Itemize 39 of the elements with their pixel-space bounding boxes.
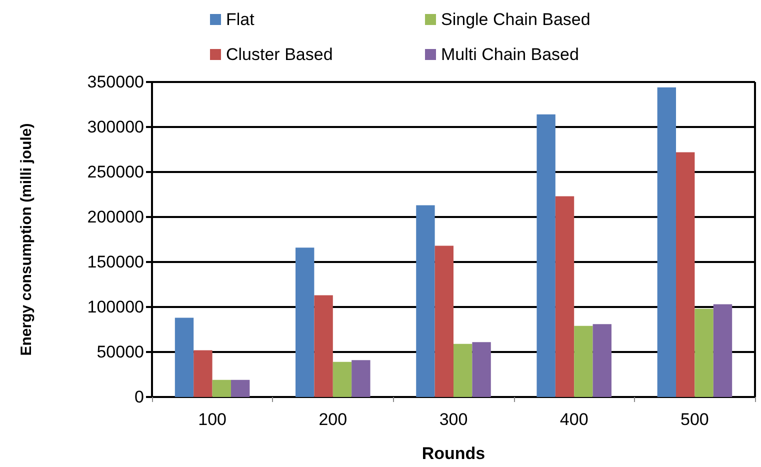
bar xyxy=(194,350,212,397)
bar xyxy=(434,246,454,397)
y-tick-label: 100000 xyxy=(87,298,144,316)
x-tick-label: 300 xyxy=(439,410,468,429)
bar xyxy=(676,152,695,397)
bar xyxy=(352,360,370,397)
legend-label: Multi Chain Based xyxy=(441,45,579,64)
bar xyxy=(536,114,556,397)
y-axis-title: Energy consumption (milli joule) xyxy=(18,123,35,356)
y-tick-label: 300000 xyxy=(87,118,144,136)
x-tick-label: 500 xyxy=(680,410,709,429)
y-tick-label: 50000 xyxy=(96,342,144,362)
legend-label: Cluster Based xyxy=(226,45,333,64)
y-tick-label: 150000 xyxy=(87,252,144,272)
bar xyxy=(332,362,352,397)
bar xyxy=(314,295,333,397)
bar xyxy=(713,304,732,397)
bar xyxy=(174,318,194,397)
bar xyxy=(472,342,491,397)
bar xyxy=(296,248,314,397)
legend-label: Flat xyxy=(226,10,255,29)
bar xyxy=(454,344,472,397)
bar xyxy=(416,205,435,397)
x-tick-label: 400 xyxy=(560,410,588,429)
y-tick-label: 200000 xyxy=(87,208,144,226)
y-tick-label: 350000 xyxy=(87,72,144,92)
bar xyxy=(212,380,231,397)
x-axis-title: Rounds xyxy=(422,444,486,463)
bar xyxy=(657,87,676,397)
legend-label: Single Chain Based xyxy=(441,10,590,29)
bar xyxy=(592,324,612,397)
bar xyxy=(230,380,250,397)
x-tick-label: 100 xyxy=(198,410,226,429)
bar xyxy=(694,308,714,397)
x-tick-label: 200 xyxy=(318,410,348,429)
y-tick-label: 250000 xyxy=(87,162,144,182)
y-tick-label: 0 xyxy=(134,388,144,406)
bar xyxy=(555,196,574,397)
bar xyxy=(574,326,593,397)
